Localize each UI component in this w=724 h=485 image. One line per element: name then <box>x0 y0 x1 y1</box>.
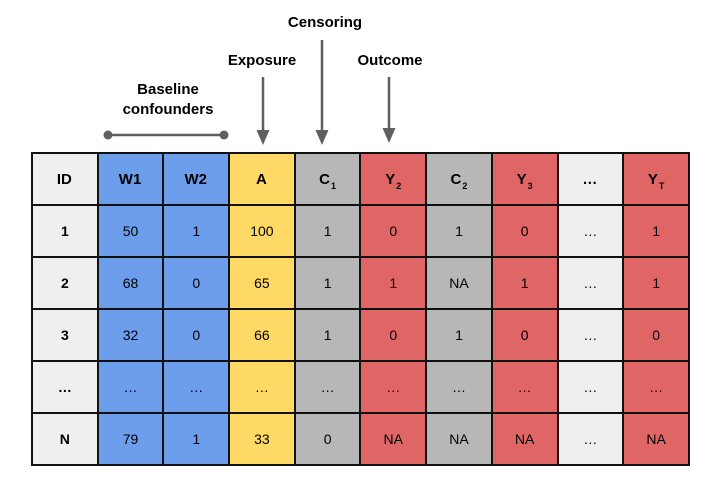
column-header-y2: Y2 <box>359 152 428 206</box>
exposure-label: Exposure <box>227 52 297 69</box>
table-cell: NA <box>622 412 690 466</box>
table-cell: 0 <box>490 308 559 362</box>
table-cell: 50 <box>96 204 165 258</box>
exposure-down-arrow-icon <box>256 77 270 145</box>
table-cell: 0 <box>359 204 428 258</box>
table-cell: 1 <box>31 204 99 258</box>
table-cell: 0 <box>162 308 231 362</box>
column-header-w2: W2 <box>162 152 231 206</box>
table-cell: 1 <box>162 412 231 466</box>
column-header-w1: W1 <box>96 152 165 206</box>
column-header-a: A <box>228 152 296 206</box>
table-cell: … <box>490 360 559 414</box>
table-cell: 100 <box>228 204 296 258</box>
table-cell: … <box>556 308 625 362</box>
censoring-label: Censoring <box>287 14 363 31</box>
column-header-id: ID <box>31 152 99 206</box>
table-cell: 1 <box>162 204 231 258</box>
table-cell: 32 <box>96 308 165 362</box>
header-row: ID W1 W2 A C1 Y2 C2 Y3 … YT <box>31 152 690 206</box>
outcome-label: Outcome <box>357 52 423 69</box>
table-cell: 1 <box>293 256 362 310</box>
column-header-yt: YT <box>622 152 690 206</box>
table-cell: … <box>31 360 99 414</box>
table-cell: 33 <box>228 412 296 466</box>
data-structure-table: ID W1 W2 A C1 Y2 C2 Y3 … YT 1 50 1 100 1… <box>31 152 690 466</box>
table-row: N 79 1 33 0 NA NA NA … NA <box>31 412 690 466</box>
table-cell: … <box>556 204 625 258</box>
table-row: 1 50 1 100 1 0 1 0 … 1 <box>31 204 690 258</box>
table-cell: N <box>31 412 99 466</box>
table-cell: 1 <box>622 256 690 310</box>
table-cell: … <box>556 360 625 414</box>
table-cell: NA <box>425 412 493 466</box>
table-cell: … <box>622 360 690 414</box>
table-cell: NA <box>359 412 428 466</box>
table-cell: 1 <box>425 204 493 258</box>
column-header-y3: Y3 <box>490 152 559 206</box>
column-header-c1: C1 <box>293 152 362 206</box>
table-cell: 2 <box>31 256 99 310</box>
table-cell: … <box>425 360 493 414</box>
table-row: … … … … … … … … … … <box>31 360 690 414</box>
table-cell: 65 <box>228 256 296 310</box>
table-row: 2 68 0 65 1 1 NA 1 … 1 <box>31 256 690 310</box>
table-cell: 1 <box>622 204 690 258</box>
outcome-down-arrow-icon <box>382 77 396 143</box>
table-row: 3 32 0 66 1 0 1 0 … 0 <box>31 308 690 362</box>
table-cell: NA <box>425 256 493 310</box>
table-cell: NA <box>490 412 559 466</box>
table-cell: 0 <box>162 256 231 310</box>
table-cell: … <box>96 360 165 414</box>
table-cell: … <box>228 360 296 414</box>
table-cell: 79 <box>96 412 165 466</box>
baseline-confounders-label: Baseline confounders <box>122 81 214 118</box>
table-cell: … <box>293 360 362 414</box>
table-cell: 0 <box>622 308 690 362</box>
table-cell: … <box>556 412 625 466</box>
table-cell: 0 <box>293 412 362 466</box>
baseline-confounders-bracket <box>103 130 229 140</box>
column-header-c2: C2 <box>425 152 493 206</box>
column-header-ellipsis: … <box>556 152 625 206</box>
table-cell: … <box>556 256 625 310</box>
table-cell: 0 <box>359 308 428 362</box>
table-cell: 3 <box>31 308 99 362</box>
table-cell: 1 <box>490 256 559 310</box>
table-cell: … <box>162 360 231 414</box>
table-cell: 66 <box>228 308 296 362</box>
table-cell: 68 <box>96 256 165 310</box>
table-cell: 1 <box>293 308 362 362</box>
table-cell: 1 <box>293 204 362 258</box>
table-cell: 1 <box>359 256 428 310</box>
table-cell: 0 <box>490 204 559 258</box>
table-cell: … <box>359 360 428 414</box>
table-cell: 1 <box>425 308 493 362</box>
